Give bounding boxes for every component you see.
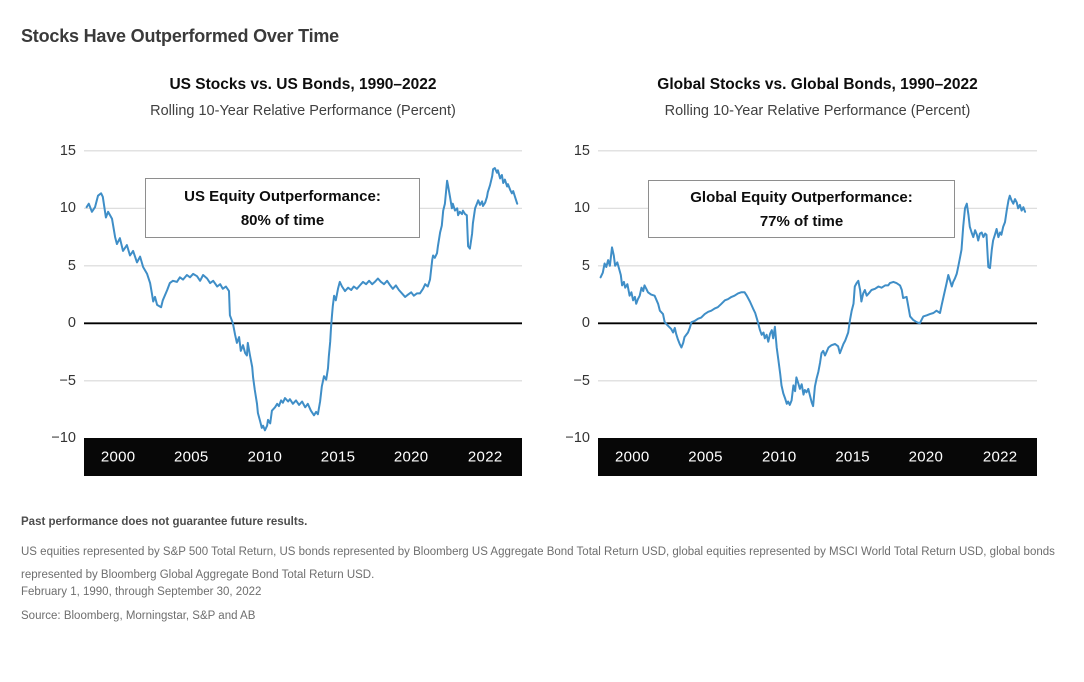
x-tick-label: 2010	[762, 448, 797, 466]
y-tick-label: −5	[573, 372, 590, 389]
disclaimer-text: Past performance does not guarantee futu…	[21, 516, 308, 528]
x-tick-label: 2020	[908, 448, 944, 466]
annotation-line2: 77% of time	[759, 212, 844, 230]
outperformance-annotation-box: US Equity Outperformance: 80% of time	[145, 178, 420, 238]
y-tick-label: −5	[59, 372, 76, 389]
annotation-line1: Global Equity Outperformance:	[690, 188, 913, 206]
x-tick-label: 2005	[174, 448, 209, 466]
y-tick-label: 10	[59, 200, 76, 217]
x-tick-label: 2022	[467, 448, 503, 466]
x-axis-band: 2000 2005 2010 2015 2020 2022	[84, 438, 522, 476]
page-title: Stocks Have Outperformed Over Time	[21, 26, 339, 46]
index-definitions-text: US equities represented by S&P 500 Total…	[21, 546, 1055, 581]
outperformance-annotation-box: Global Equity Outperformance: 77% of tim…	[648, 180, 955, 238]
us-stocks-vs-bonds-chart: US Stocks vs. US Bonds, 1990–2022 Rollin…	[21, 68, 522, 488]
y-tick-label: 15	[573, 142, 590, 159]
chart-subtitle: Rolling 10-Year Relative Performance (Pe…	[664, 103, 971, 119]
y-tick-label: 10	[573, 200, 590, 217]
chart-title: US Stocks vs. US Bonds, 1990–2022	[169, 76, 437, 93]
y-axis-labels: 15 10 5 0 −5 −10	[21, 143, 76, 447]
x-tick-label: 2005	[688, 448, 723, 466]
x-tick-label: 2010	[247, 448, 283, 466]
x-tick-label: 2020	[393, 448, 429, 466]
chart-subtitle: Rolling 10-Year Relative Performance (Pe…	[150, 103, 456, 119]
global-stocks-vs-bonds-chart: Global Stocks vs. Global Bonds, 1990–202…	[535, 68, 1037, 488]
x-tick-label: 2015	[835, 448, 870, 466]
y-tick-label: 5	[67, 257, 76, 274]
annotation-line2: 80% of time	[240, 211, 325, 229]
performance-line-series	[85, 167, 519, 432]
x-tick-label: 2000	[100, 448, 136, 466]
x-tick-label: 2015	[320, 448, 356, 466]
y-tick-label: 5	[581, 257, 590, 274]
y-tick-label: 15	[59, 142, 76, 159]
performance-line-series	[599, 194, 1027, 408]
annotation-line1: US Equity Outperformance:	[184, 187, 381, 205]
source-text: Source: Bloomberg, Morningstar, S&P and …	[21, 610, 256, 622]
chart-title: Global Stocks vs. Global Bonds, 1990–202…	[657, 76, 978, 93]
date-range-text: February 1, 1990, through September 30, …	[21, 586, 262, 598]
y-tick-label: 0	[581, 315, 590, 332]
y-tick-label: −10	[565, 430, 590, 447]
x-tick-label: 2022	[982, 448, 1018, 466]
y-tick-label: 0	[67, 315, 76, 332]
plot-area: US Equity Outperformance: 80% of time	[84, 147, 522, 438]
x-tick-label: 2000	[614, 448, 650, 466]
x-axis-band: 2000 2005 2010 2015 2020 2022	[598, 438, 1037, 476]
plot-area: Global Equity Outperformance: 77% of tim…	[598, 147, 1037, 438]
y-axis-labels: 15 10 5 0 −5 −10	[535, 143, 590, 447]
y-tick-label: −10	[51, 430, 76, 447]
